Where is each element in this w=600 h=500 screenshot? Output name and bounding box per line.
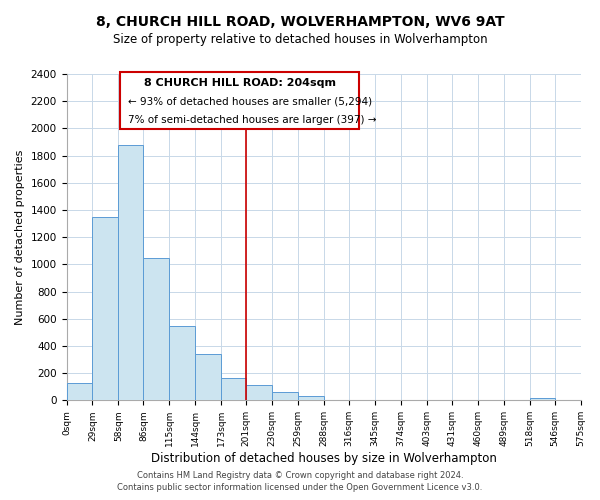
Bar: [272, 392, 298, 400]
Bar: [92, 217, 118, 400]
Y-axis label: Number of detached properties: Number of detached properties: [15, 150, 25, 325]
Bar: [246, 386, 272, 400]
Bar: [67, 384, 92, 400]
Bar: [530, 398, 554, 400]
X-axis label: Distribution of detached houses by size in Wolverhampton: Distribution of detached houses by size …: [151, 452, 496, 465]
Bar: [118, 144, 143, 400]
Text: 7% of semi-detached houses are larger (397) →: 7% of semi-detached houses are larger (3…: [128, 115, 377, 125]
Text: Size of property relative to detached houses in Wolverhampton: Size of property relative to detached ho…: [113, 32, 487, 46]
Text: 8 CHURCH HILL ROAD: 204sqm: 8 CHURCH HILL ROAD: 204sqm: [144, 78, 336, 88]
Bar: [298, 396, 324, 400]
Bar: [221, 378, 246, 400]
Text: 8, CHURCH HILL ROAD, WOLVERHAMPTON, WV6 9AT: 8, CHURCH HILL ROAD, WOLVERHAMPTON, WV6 …: [95, 15, 505, 29]
Bar: [169, 326, 195, 400]
Text: Contains HM Land Registry data © Crown copyright and database right 2024.
Contai: Contains HM Land Registry data © Crown c…: [118, 471, 482, 492]
FancyBboxPatch shape: [121, 72, 359, 130]
Text: ← 93% of detached houses are smaller (5,294): ← 93% of detached houses are smaller (5,…: [128, 97, 373, 107]
Bar: [195, 354, 221, 401]
Bar: [143, 258, 169, 400]
